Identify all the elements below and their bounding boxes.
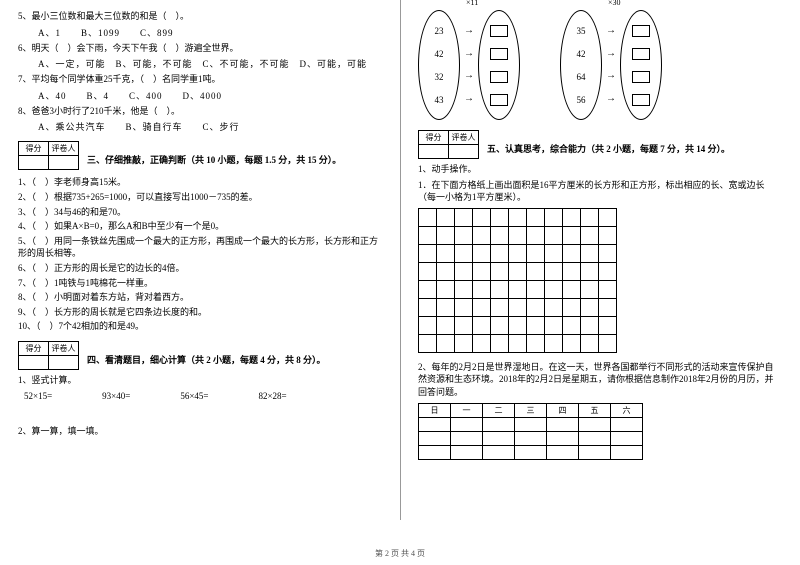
val: 32	[435, 72, 444, 82]
q6-opts: A、一定，可能 B、可能，不可能 C、不可能，不可能 D、可能，可能	[18, 57, 382, 70]
j9: 9、（ ）长方形的周长就是它四条边长度的和。	[18, 306, 382, 319]
arrow-icon: →	[606, 71, 616, 81]
val: 64	[577, 72, 586, 82]
calc-3: 56×45=	[180, 391, 208, 401]
score-table-4: 得分评卷人	[18, 341, 79, 370]
cal-h: 一	[451, 403, 483, 417]
score-label: 得分	[19, 142, 49, 156]
cal-h: 三	[515, 403, 547, 417]
calc-2: 93×40=	[102, 391, 130, 401]
j6: 6、（ ）正方形的周长是它的边长的4倍。	[18, 262, 382, 275]
arrow-icon: →	[464, 49, 474, 59]
score-label: 得分	[419, 131, 449, 145]
val: 42	[435, 49, 444, 59]
answer-box	[490, 71, 508, 83]
q6: 6、明天（ ）会下雨，今天下午我（ ）游遍全世界。	[18, 42, 382, 55]
grader-cell	[49, 156, 79, 170]
right-column: ×11 23 42 32 43 → → → → ×30	[400, 0, 800, 565]
cal-h: 四	[547, 403, 579, 417]
mult-label-2: ×30	[608, 0, 621, 7]
j2: 2、（ ）根据735+265=1000，可以直接写出1000－735的差。	[18, 191, 382, 204]
oval-left-1: 23 42 32 43	[418, 10, 460, 120]
q7: 7、平均每个同学体重25千克，（ ）名同学重1吨。	[18, 73, 382, 86]
oval-right-1	[478, 10, 520, 120]
calendar-table: 日 一 二 三 四 五 六	[418, 403, 643, 460]
q7-opts: A、40 B、4 C、400 D、4000	[18, 89, 382, 102]
map-group-2: ×30 35 42 64 56 → → → →	[560, 10, 662, 120]
score-cell	[419, 145, 449, 159]
score-table-5: 得分评卷人	[418, 130, 479, 159]
answer-box	[632, 71, 650, 83]
section3-header: 得分评卷人 三、仔细推敲，正确判断（共 10 小题，每题 1.5 分，共 15 …	[18, 141, 382, 170]
val: 23	[435, 26, 444, 36]
grid-paper	[418, 208, 617, 353]
j8: 8、（ ）小明面对着东方站，背对着西方。	[18, 291, 382, 304]
section5-title: 五、认真思考，综合能力（共 2 小题，每题 7 分，共 14 分）。	[487, 130, 730, 155]
arrow-icon: →	[464, 26, 474, 36]
grader-cell	[449, 145, 479, 159]
section4-header: 得分评卷人 四、看清题目，细心计算（共 2 小题，每题 4 分，共 8 分）。	[18, 341, 382, 370]
score-cell	[19, 156, 49, 170]
answer-box	[490, 94, 508, 106]
grader-label: 评卷人	[49, 142, 79, 156]
q8-opts: A、乘公共汽车 B、骑自行车 C、步行	[18, 120, 382, 133]
grader-cell	[49, 355, 79, 369]
j7: 7、（ ）1吨铁与1吨棉花一样重。	[18, 277, 382, 290]
map-group-1: ×11 23 42 32 43 → → → →	[418, 10, 520, 120]
oval-right-2	[620, 10, 662, 120]
mult-label-1: ×11	[466, 0, 478, 7]
cal-h: 五	[579, 403, 611, 417]
j5: 5、（ ）用同一条铁丝先围成一个最大的正方形，再围成一个最大的长方形，长方形和正…	[18, 235, 382, 260]
cal-h: 日	[419, 403, 451, 417]
score-table-3: 得分评卷人	[18, 141, 79, 170]
cal-h: 六	[611, 403, 643, 417]
val: 42	[577, 49, 586, 59]
answer-box	[632, 48, 650, 60]
q5: 5、最小三位数和最大三位数的和是（ ）。	[18, 10, 382, 23]
score-cell	[19, 355, 49, 369]
j3: 3、（ ）34与46的和是70。	[18, 206, 382, 219]
q8: 8、爸爸3小时行了210千米，他是（ ）。	[18, 105, 382, 118]
section3-title: 三、仔细推敲，正确判断（共 10 小题，每题 1.5 分，共 15 分）。	[87, 141, 341, 166]
score-label: 得分	[19, 341, 49, 355]
cal-h: 二	[483, 403, 515, 417]
answer-box	[490, 25, 508, 37]
answer-box	[632, 94, 650, 106]
page-footer: 第 2 页 共 4 页	[0, 548, 800, 559]
judge-list: 1、（ ）李老师身高15米。 2、（ ）根据735+265=1000，可以直接写…	[18, 176, 382, 333]
j4: 4、（ ）如果A×B=0，那么A和B中至少有一个是0。	[18, 220, 382, 233]
arrow-icon: →	[464, 94, 474, 104]
answer-box	[490, 48, 508, 60]
task2: 2、每年的2月2日是世界湿地日。在这一天，世界各国都举行不同形式的活动来宣传保护…	[418, 361, 782, 399]
calc-1: 52×15=	[24, 391, 52, 401]
arrow-icon: →	[606, 49, 616, 59]
answer-box	[632, 25, 650, 37]
left-column: 5、最小三位数和最大三位数的和是（ ）。 A、1 B、1099 C、899 6、…	[0, 0, 400, 565]
val: 35	[577, 26, 586, 36]
arrows-2: → → → →	[606, 20, 616, 110]
oval-left-2: 35 42 64 56	[560, 10, 602, 120]
arrow-icon: →	[606, 26, 616, 36]
arrow-icon: →	[464, 71, 474, 81]
section5-header: 得分评卷人 五、认真思考，综合能力（共 2 小题，每题 7 分，共 14 分）。	[418, 130, 782, 159]
calc-4: 82×28=	[258, 391, 286, 401]
task1: 1、动手操作。	[418, 163, 782, 176]
grader-label: 评卷人	[49, 341, 79, 355]
j1: 1、（ ）李老师身高15米。	[18, 176, 382, 189]
calc-row: 52×15= 93×40= 56×45= 82×28=	[18, 391, 382, 401]
grader-label: 评卷人	[449, 131, 479, 145]
section4-title: 四、看清题目，细心计算（共 2 小题，每题 4 分，共 8 分）。	[87, 341, 326, 366]
task1-sub: 1．在下面方格纸上画出面积是16平方厘米的长方形和正方形，标出相应的长、宽或边长…	[418, 179, 782, 204]
val: 43	[435, 95, 444, 105]
mapping-diagrams: ×11 23 42 32 43 → → → → ×30	[418, 10, 782, 120]
val: 56	[577, 95, 586, 105]
calc1-label: 1、竖式计算。	[18, 374, 382, 387]
arrow-icon: →	[606, 94, 616, 104]
arrows-1: → → → →	[464, 20, 474, 110]
calc2-label: 2、算一算，填一填。	[18, 425, 382, 438]
j10: 10、（ ）7个42相加的和是49。	[18, 320, 382, 333]
q5-opts: A、1 B、1099 C、899	[18, 26, 382, 39]
